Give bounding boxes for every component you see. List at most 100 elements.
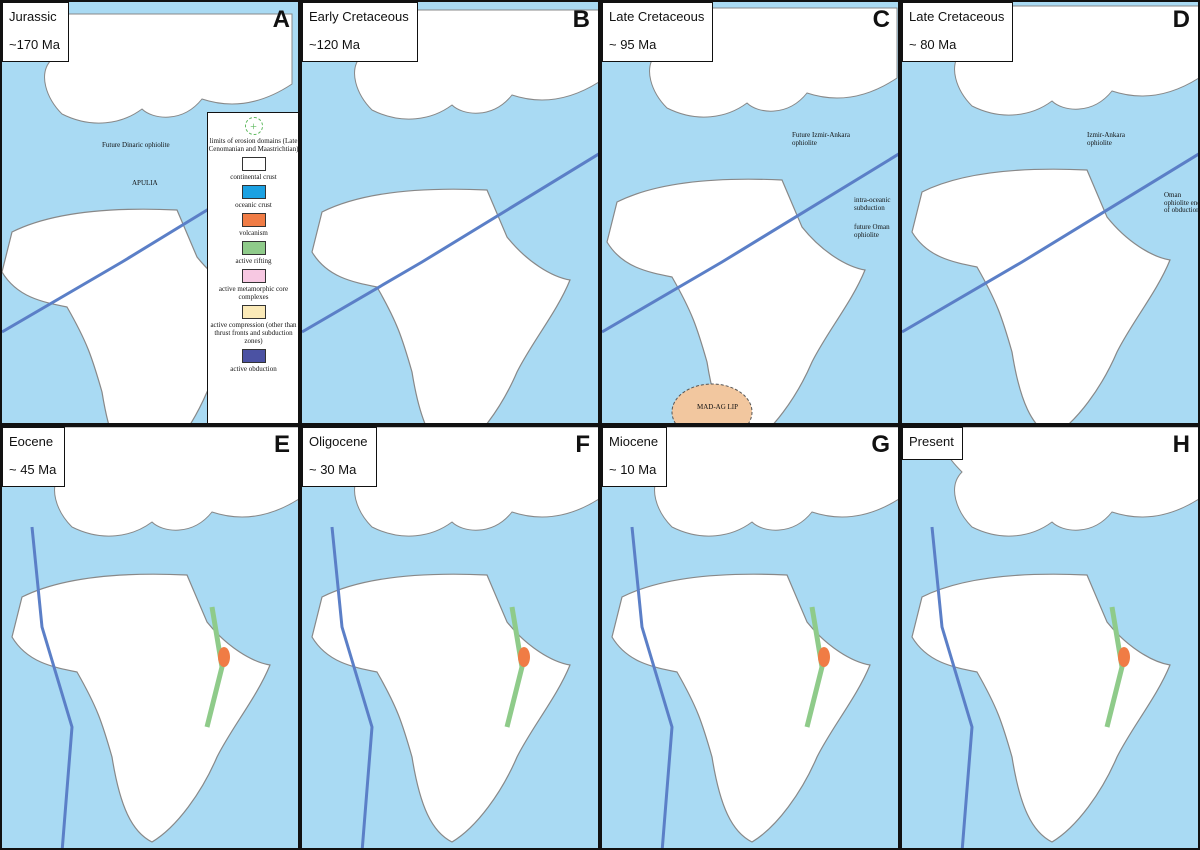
legend-label: active obduction <box>230 365 277 373</box>
title-box: Early Cretaceous ~120 Ma <box>302 2 418 63</box>
rift <box>1104 606 1125 728</box>
europe <box>940 427 1198 537</box>
legend-item: active rifting <box>208 241 298 265</box>
legend: + limits of erosion domains (Late Cenoman… <box>207 112 299 423</box>
legend-label: active rifting <box>235 257 272 265</box>
annotation: Izmir-Ankara ophiolite <box>1087 131 1125 147</box>
age: ~ 10 Ma <box>609 461 657 477</box>
legend-symbol: + <box>244 117 263 135</box>
africa <box>11 573 271 843</box>
panel-letter: G <box>871 431 890 458</box>
ridge <box>302 152 598 334</box>
europe <box>640 427 898 537</box>
period: Late Cretaceous <box>609 9 705 24</box>
legend-swatch <box>241 349 266 363</box>
lip <box>671 383 753 423</box>
map-panel: C Late Cretaceous ~ 95 Ma Future Izmir-Anka… <box>600 0 900 425</box>
annotation: Oman ophiolite end of obduction <box>1164 191 1200 215</box>
africa <box>611 573 871 843</box>
title-box: Oligocene ~ 30 Ma <box>302 427 377 488</box>
period: Miocene <box>609 434 659 449</box>
map <box>302 9 598 423</box>
map <box>611 427 898 848</box>
age: ~ 80 Ma <box>909 36 957 52</box>
legend-swatch <box>241 269 266 283</box>
rift <box>204 606 225 728</box>
period: Late Cretaceous <box>909 9 1005 24</box>
africa <box>2 208 261 423</box>
panel-letter: D <box>1172 6 1190 33</box>
legend-item: volcanism <box>208 213 298 237</box>
legend-item: active metamorphic core complexes <box>208 269 298 301</box>
ridge <box>630 526 674 848</box>
age: ~120 Ma <box>309 36 360 52</box>
legend-label: limits of erosion domains (Late Cenomani… <box>208 137 299 153</box>
age: ~170 Ma <box>9 36 60 52</box>
title-box: Late Cretaceous ~ 80 Ma <box>902 2 1014 63</box>
title-box: Eocene ~ 45 Ma <box>2 427 66 488</box>
legend-label: oceanic crust <box>235 201 272 209</box>
panel-letter: E <box>273 431 290 458</box>
volcanism <box>818 647 830 667</box>
title-box: Present <box>902 427 963 460</box>
legend-item: oceanic crust <box>208 185 298 209</box>
period: Early Cretaceous <box>309 9 409 24</box>
legend-item: continental crust <box>208 157 298 181</box>
period: Eocene <box>9 434 54 449</box>
panel-letter: C <box>872 6 890 33</box>
africa <box>311 188 571 423</box>
ridge <box>330 526 374 848</box>
europe <box>340 427 598 537</box>
europe <box>30 13 293 124</box>
europe <box>40 427 298 537</box>
title-box: Miocene ~ 10 Ma <box>602 427 668 488</box>
map <box>902 5 1198 423</box>
title-box: Jurassic ~170 Ma <box>2 2 69 63</box>
annotation: Future Izmir-Ankara ophiolite <box>792 131 850 147</box>
legend-item: + limits of erosion domains (Late Cenoman… <box>208 117 299 153</box>
legend-item: active compression (other than thrust fr… <box>208 305 298 345</box>
map <box>911 427 1198 848</box>
map-panel: G Miocene ~ 10 Ma <box>600 425 900 850</box>
map <box>11 427 298 848</box>
map-panel: E Eocene ~ 45 Ma <box>0 425 300 850</box>
legend-label: continental crust <box>230 173 277 181</box>
period: Jurassic <box>9 9 57 24</box>
annotation: intra-oceanic subduction <box>854 196 891 212</box>
ridge <box>30 526 74 848</box>
ridge <box>902 152 1198 334</box>
legend-swatch <box>241 305 266 319</box>
annotation: MAD-AG LIP <box>697 403 739 411</box>
legend-label: volcanism <box>239 229 268 237</box>
age: ~ 95 Ma <box>609 36 657 52</box>
rift <box>804 606 825 728</box>
volcanism <box>518 647 530 667</box>
africa <box>606 178 866 423</box>
annotation: Future Dinaric ophiolite <box>102 141 170 149</box>
panel-letter: B <box>572 6 590 33</box>
map-panel: B Early Cretaceous ~120 Ma <box>300 0 600 425</box>
map-panel: D Late Cretaceous ~ 80 Ma Izmir-Ankara ophi… <box>900 0 1200 425</box>
ridge <box>602 152 898 334</box>
legend-label: active metamorphic core complexes <box>218 285 289 301</box>
panel-letter: F <box>575 431 590 458</box>
legend-swatch <box>241 241 266 255</box>
africa <box>311 573 571 843</box>
map <box>602 7 898 423</box>
annotation: future Oman ophiolite <box>854 223 890 239</box>
legend-item: active obduction <box>208 349 298 373</box>
annotation: APULIA <box>132 179 158 187</box>
volcanism <box>218 647 230 667</box>
title-box: Late Cretaceous ~ 95 Ma <box>602 2 714 63</box>
period: Present <box>909 434 954 449</box>
rift <box>504 606 525 728</box>
map-panel: F Oligocene ~ 30 Ma <box>300 425 600 850</box>
legend-label: active compression (other than thrust fr… <box>210 321 297 345</box>
age: ~ 30 Ma <box>309 461 357 477</box>
period: Oligocene <box>309 434 368 449</box>
africa <box>911 168 1171 423</box>
panel-letter: A <box>272 6 290 33</box>
panel-letter: H <box>1172 431 1190 458</box>
map-panel: H Present <box>900 425 1200 850</box>
